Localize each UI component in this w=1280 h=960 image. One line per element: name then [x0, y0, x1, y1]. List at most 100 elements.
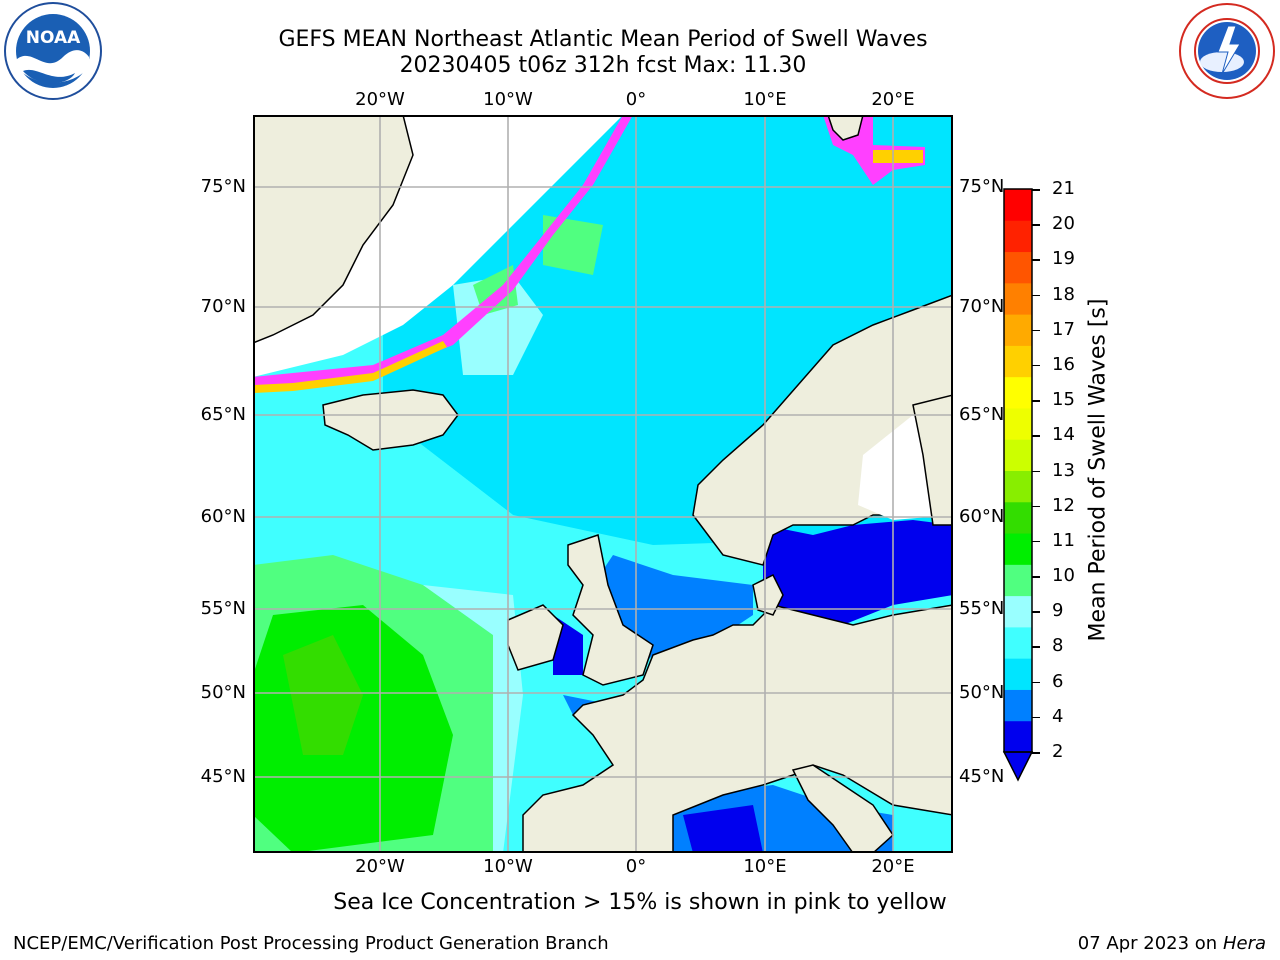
lat-label-left-55n: 55°N: [200, 598, 246, 619]
colorbar: [1000, 185, 1050, 785]
colorbar-tick-mark: [1032, 189, 1040, 191]
colorbar-tick-label: 4: [1052, 705, 1064, 727]
colorbar-tick-mark: [1032, 329, 1040, 332]
colorbar-tick-mark: [1032, 540, 1040, 543]
colorbar-tick-mark: [1032, 752, 1040, 754]
colorbar-tick-label: 6: [1052, 670, 1064, 692]
swell-region-med-low: [683, 805, 763, 853]
colorbar-tick-mark: [1032, 505, 1040, 508]
colorbar-tick-label: 18: [1052, 283, 1075, 305]
colorbar-tick-label: 12: [1052, 494, 1075, 516]
swell-patch-norwegian-sea: [453, 275, 543, 375]
colorbar-segment: [1004, 564, 1032, 597]
colorbar-tick-label: 8: [1052, 635, 1064, 657]
colorbar-segment: [1004, 407, 1032, 440]
colorbar-segment: [1004, 345, 1032, 378]
colorbar-tick-label: 16: [1052, 353, 1075, 375]
colorbar-segment: [1004, 720, 1032, 753]
graticule: [253, 115, 953, 853]
swell-region-baltic: [763, 520, 953, 625]
noaa-logo-text: NOAA: [26, 28, 81, 48]
colorbar-tick-mark: [1032, 681, 1040, 684]
lat-label-right-60n: 60°N: [959, 506, 1005, 527]
sea-ice-edge-yellow: [253, 341, 447, 393]
iceland-land: [322, 389, 459, 451]
lat-label-right-75n: 75°N: [959, 176, 1005, 197]
colorbar-tick-label: 13: [1052, 459, 1075, 481]
colorbar-tick-label: 9: [1052, 600, 1064, 622]
colorbar-tick-mark: [1032, 611, 1040, 613]
lon-label-top-20w: 20°W: [355, 89, 405, 110]
colorbar-segment: [1004, 689, 1032, 722]
map-title: GEFS MEAN Northeast Atlantic Mean Period…: [278, 27, 928, 52]
lat-label-right-50n: 50°N: [959, 682, 1005, 703]
colorbar-tick-mark: [1032, 576, 1040, 578]
colorbar-segment: [1004, 220, 1032, 253]
colorbar-tick-label: 14: [1052, 424, 1075, 446]
swell-region-6-8: [253, 415, 533, 585]
colorbar-segments: [1004, 189, 1032, 753]
colorbar-segment: [1004, 314, 1032, 346]
colorbar-tick-label: 19: [1052, 248, 1075, 270]
lon-label-bottom-20w: 20°W: [355, 856, 405, 877]
nws-logo: [1178, 2, 1276, 100]
lat-label-left-50n: 50°N: [200, 682, 246, 703]
colorbar-tick-label: 15: [1052, 389, 1075, 411]
lat-label-left-65n: 65°N: [200, 404, 246, 425]
colorbar-tick-mark: [1032, 224, 1040, 226]
lon-label-bottom-0: 0°: [625, 856, 647, 877]
lat-label-left-75n: 75°N: [200, 176, 246, 197]
colorbar-extend-arrow: [1002, 751, 1034, 782]
lon-label-top-20e: 20°E: [871, 89, 915, 110]
map-panel: [253, 115, 953, 853]
colorbar-segment: [1004, 533, 1032, 565]
colorbar-segment: [1004, 189, 1032, 221]
lon-label-top-10e: 10°E: [743, 89, 787, 110]
colorbar-tick-mark: [1032, 646, 1040, 648]
colorbar-tick-mark: [1032, 435, 1040, 437]
colorbar-tick-mark: [1032, 470, 1040, 472]
noaa-logo: NOAA: [3, 1, 103, 101]
colorbar-segment: [1004, 470, 1032, 503]
lat-label-left-45n: 45°N: [200, 766, 246, 787]
colorbar-segment: [1004, 439, 1032, 471]
swell-region-11-12: [283, 635, 363, 755]
colorbar-tick-mark: [1032, 364, 1040, 367]
lat-label-right-45n: 45°N: [959, 766, 1005, 787]
colorbar-tick-label: 20: [1052, 213, 1075, 235]
sea-ice-footnote: Sea Ice Concentration > 15% is shown in …: [333, 890, 947, 915]
colorbar-tick-mark: [1032, 294, 1040, 297]
colorbar-segment: [1004, 501, 1032, 534]
lat-label-left-70n: 70°N: [200, 296, 246, 317]
denmark-land: [752, 573, 784, 616]
footer-host: Hera: [1222, 933, 1266, 954]
colorbar-tick-label: 2: [1052, 741, 1064, 762]
greenland-land: [253, 115, 414, 344]
lon-label-bottom-10w: 10°W: [483, 856, 533, 877]
lon-label-top-0: 0°: [625, 89, 647, 110]
colorbar-tick-label: 10: [1052, 565, 1075, 587]
map-subtitle: 20230405 t06z 312h fcst Max: 11.30: [399, 53, 807, 78]
lat-label-left-60n: 60°N: [200, 506, 246, 527]
colorbar-segment: [1004, 658, 1032, 690]
colorbar-tick-label: 21: [1052, 178, 1075, 199]
lon-label-top-10w: 10°W: [483, 89, 533, 110]
swell-region-8-9: [423, 585, 523, 853]
colorbar-segment: [1004, 376, 1032, 409]
lat-label-right-70n: 70°N: [959, 296, 1005, 317]
colorbar-title: Mean Period of Swell Waves [s]: [1085, 298, 1111, 642]
lon-label-bottom-20e: 20°E: [871, 856, 915, 877]
colorbar-tick-mark: [1032, 259, 1040, 261]
map-border: [253, 115, 953, 853]
lon-label-bottom-10e: 10°E: [743, 856, 787, 877]
footer-date-text: 07 Apr 2023 on: [1077, 933, 1218, 954]
colorbar-segment: [1004, 595, 1032, 628]
svalbard-ice-inner: [873, 150, 923, 163]
colorbar-tick-label: 17: [1052, 318, 1075, 340]
footer-date: 07 Apr 2023 on Hera: [1078, 933, 1266, 954]
colorbar-tick-mark: [1032, 716, 1040, 719]
colorbar-tick-mark: [1032, 400, 1040, 402]
lat-label-right-65n: 65°N: [959, 404, 1005, 425]
lat-label-right-55n: 55°N: [959, 598, 1005, 619]
colorbar-segment: [1004, 626, 1032, 659]
